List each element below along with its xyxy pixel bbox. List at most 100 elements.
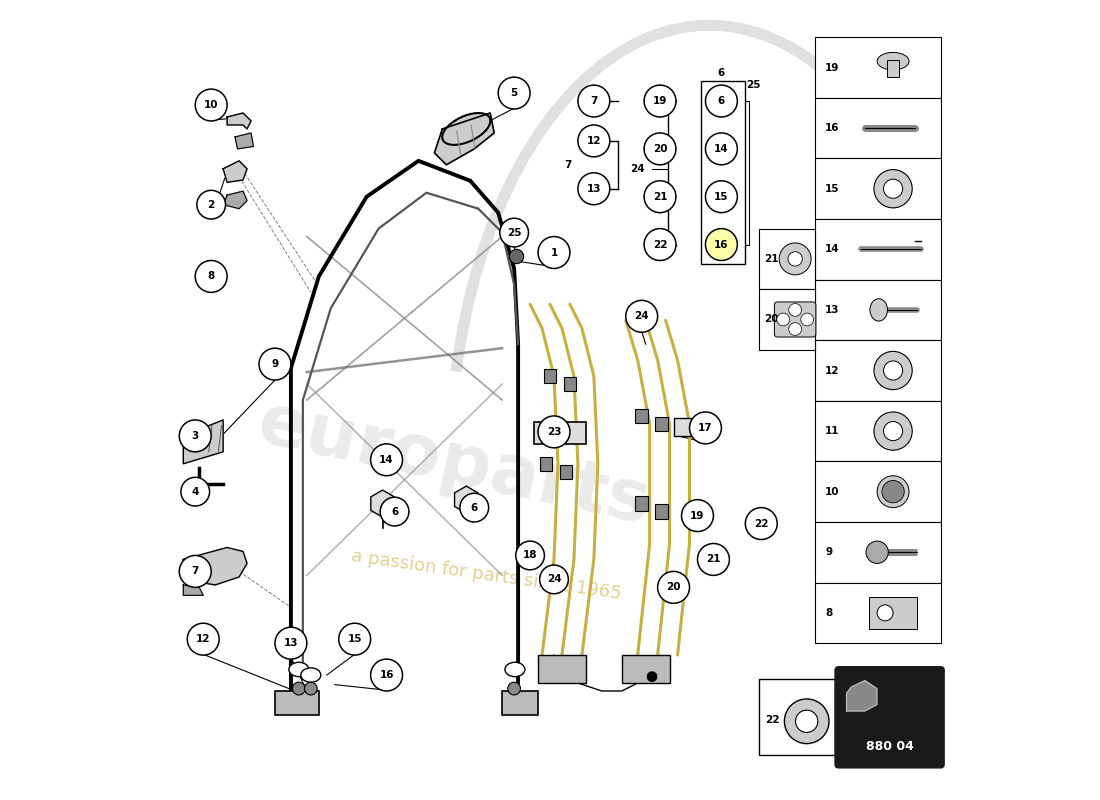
Circle shape — [866, 541, 889, 563]
Text: 24: 24 — [635, 311, 649, 322]
Polygon shape — [184, 547, 248, 585]
Circle shape — [647, 672, 657, 682]
Text: 22: 22 — [652, 239, 668, 250]
Text: 13: 13 — [586, 184, 601, 194]
FancyBboxPatch shape — [815, 219, 940, 280]
Text: 14: 14 — [825, 244, 839, 254]
Circle shape — [682, 500, 714, 531]
Circle shape — [883, 179, 903, 198]
Polygon shape — [847, 681, 877, 711]
FancyBboxPatch shape — [815, 158, 940, 219]
FancyBboxPatch shape — [543, 369, 557, 383]
Text: 6: 6 — [471, 502, 477, 513]
Circle shape — [645, 85, 676, 117]
FancyBboxPatch shape — [869, 597, 917, 629]
Text: 14: 14 — [379, 454, 394, 465]
Text: 12: 12 — [586, 136, 601, 146]
Circle shape — [746, 508, 778, 539]
Ellipse shape — [505, 662, 525, 677]
Circle shape — [873, 351, 912, 390]
Text: a passion for parts since 1965: a passion for parts since 1965 — [350, 547, 623, 603]
Ellipse shape — [289, 662, 309, 677]
Polygon shape — [184, 585, 204, 595]
Text: 9: 9 — [272, 359, 278, 369]
Circle shape — [516, 541, 544, 570]
Text: 1: 1 — [550, 247, 558, 258]
Text: 22: 22 — [766, 715, 780, 726]
Text: 16: 16 — [714, 239, 728, 250]
Text: 12: 12 — [196, 634, 210, 644]
FancyBboxPatch shape — [815, 522, 940, 582]
Text: 21: 21 — [706, 554, 721, 565]
Polygon shape — [184, 420, 223, 464]
FancyBboxPatch shape — [815, 582, 940, 643]
Circle shape — [801, 313, 814, 326]
FancyBboxPatch shape — [815, 462, 940, 522]
Circle shape — [195, 89, 227, 121]
FancyBboxPatch shape — [815, 401, 940, 462]
Text: 10: 10 — [204, 100, 219, 110]
Text: 25: 25 — [507, 227, 521, 238]
Circle shape — [873, 412, 912, 450]
Circle shape — [195, 261, 227, 292]
Text: 6: 6 — [718, 68, 725, 78]
FancyBboxPatch shape — [560, 465, 572, 479]
Text: 8: 8 — [825, 608, 833, 618]
Polygon shape — [434, 113, 494, 165]
FancyBboxPatch shape — [621, 655, 670, 683]
Circle shape — [371, 444, 403, 476]
Circle shape — [777, 313, 790, 326]
Circle shape — [883, 422, 903, 441]
FancyBboxPatch shape — [815, 340, 940, 401]
Circle shape — [705, 229, 737, 261]
Circle shape — [578, 125, 609, 157]
Circle shape — [626, 300, 658, 332]
Circle shape — [578, 85, 609, 117]
Text: 6: 6 — [718, 96, 725, 106]
Polygon shape — [227, 113, 251, 129]
Ellipse shape — [442, 113, 491, 145]
Text: 11: 11 — [825, 426, 839, 436]
FancyBboxPatch shape — [540, 457, 552, 471]
Circle shape — [187, 623, 219, 655]
Circle shape — [499, 218, 528, 247]
Text: 18: 18 — [522, 550, 537, 561]
Text: 20: 20 — [652, 144, 668, 154]
Text: 13: 13 — [284, 638, 298, 648]
Text: 7: 7 — [564, 160, 572, 170]
Text: 15: 15 — [348, 634, 362, 644]
Circle shape — [705, 181, 737, 213]
Polygon shape — [235, 133, 253, 149]
Text: 19: 19 — [691, 510, 705, 521]
Ellipse shape — [877, 476, 909, 508]
Text: 15: 15 — [714, 192, 728, 202]
Text: 6: 6 — [390, 506, 398, 517]
FancyBboxPatch shape — [759, 229, 815, 289]
FancyBboxPatch shape — [673, 418, 702, 436]
FancyBboxPatch shape — [656, 505, 668, 518]
Circle shape — [705, 133, 737, 165]
FancyBboxPatch shape — [563, 377, 576, 391]
FancyBboxPatch shape — [888, 59, 899, 77]
Circle shape — [180, 478, 210, 506]
Circle shape — [293, 682, 306, 695]
FancyBboxPatch shape — [538, 655, 586, 683]
Text: 2: 2 — [208, 200, 214, 210]
Circle shape — [197, 190, 226, 219]
Text: 12: 12 — [825, 366, 839, 375]
FancyBboxPatch shape — [815, 98, 940, 158]
Polygon shape — [223, 191, 248, 209]
Polygon shape — [223, 161, 248, 182]
Circle shape — [578, 173, 609, 205]
Ellipse shape — [301, 668, 321, 682]
Circle shape — [789, 303, 802, 316]
FancyBboxPatch shape — [656, 417, 668, 431]
Circle shape — [179, 420, 211, 452]
Text: 5: 5 — [510, 88, 518, 98]
Circle shape — [540, 565, 569, 594]
Circle shape — [258, 348, 290, 380]
FancyBboxPatch shape — [774, 302, 816, 337]
Circle shape — [339, 623, 371, 655]
FancyBboxPatch shape — [815, 280, 940, 340]
Circle shape — [784, 699, 829, 744]
